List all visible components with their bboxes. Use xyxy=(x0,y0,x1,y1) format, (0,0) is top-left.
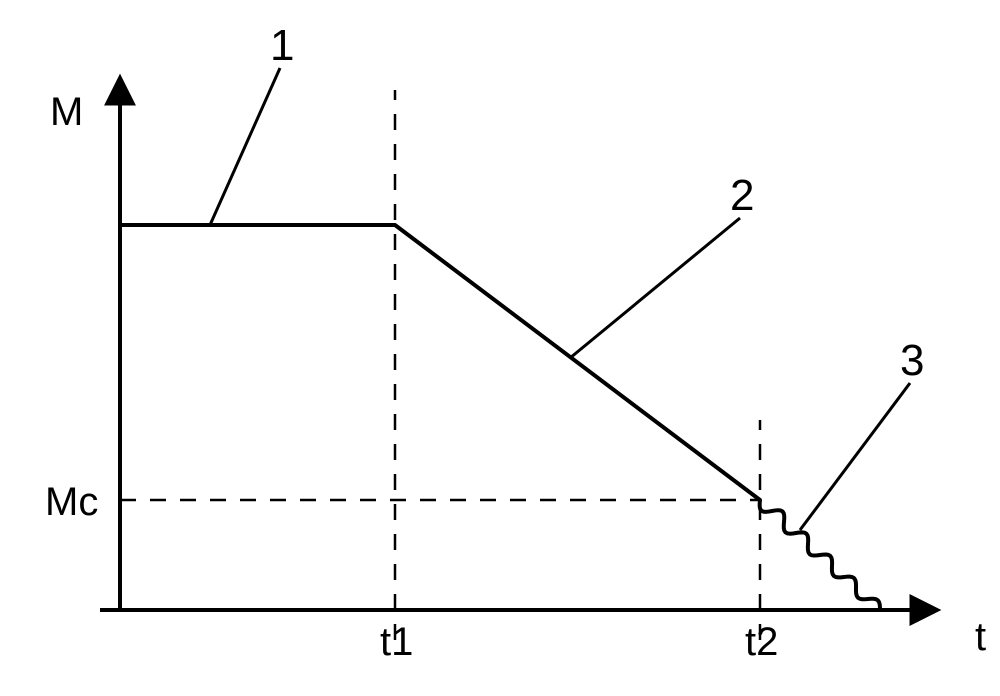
annot-2-label: 2 xyxy=(730,171,754,220)
label-t1: t1 xyxy=(380,620,413,664)
x-axis-label: t xyxy=(975,615,986,659)
annot-3-label: 3 xyxy=(900,336,924,385)
label-t2: t2 xyxy=(745,620,778,664)
label-mc: Mc xyxy=(45,480,98,524)
annot-1-label: 1 xyxy=(270,21,294,70)
y-axis-label: M xyxy=(50,90,83,134)
